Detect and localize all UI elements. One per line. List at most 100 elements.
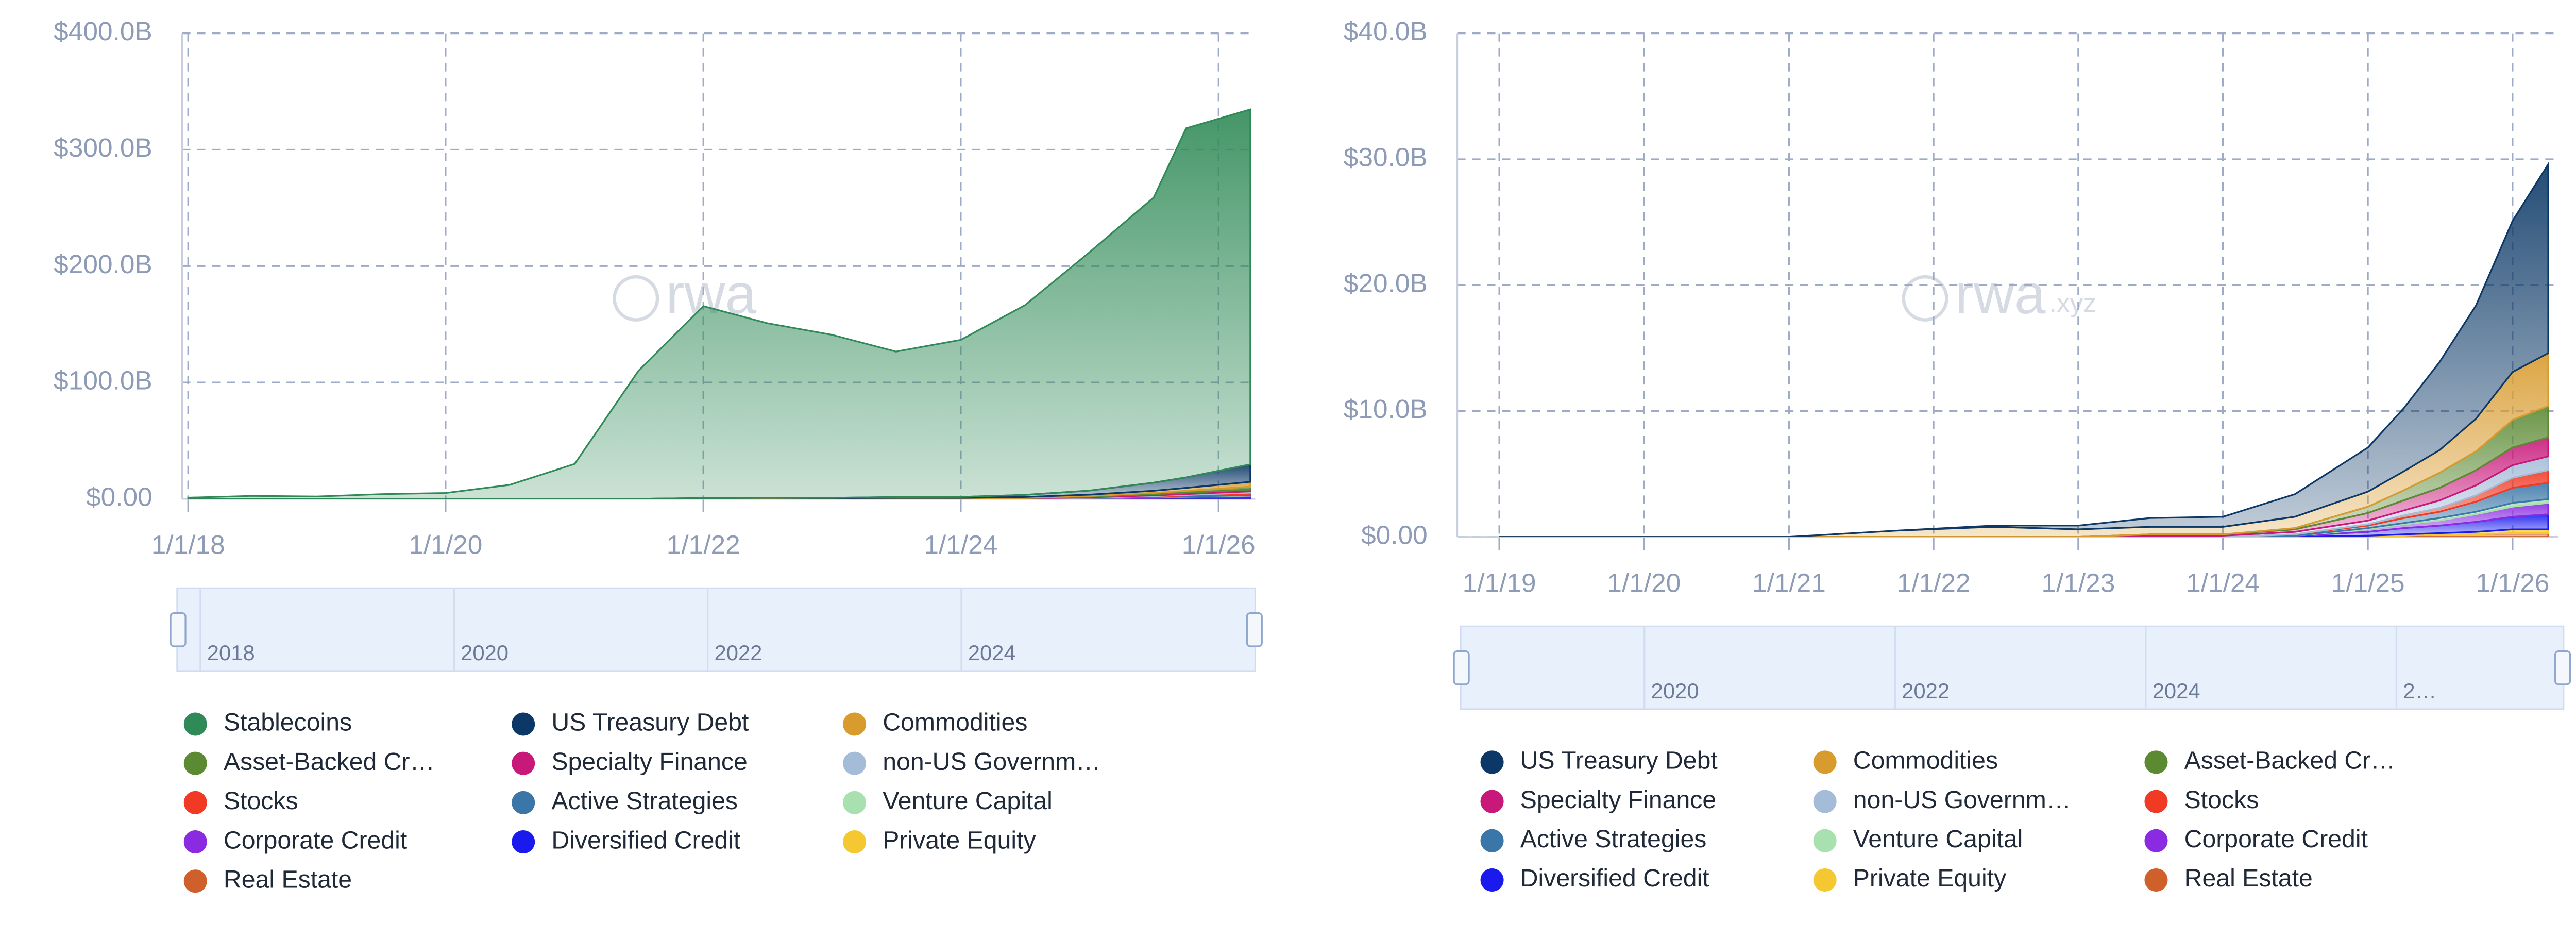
legend-label[interactable]: Stocks <box>2184 786 2259 814</box>
legend-label[interactable]: Specialty Finance <box>1520 786 1716 814</box>
navigator-label: 2020 <box>1651 679 1699 703</box>
x-tick-label: 1/1/26 <box>1182 530 1256 560</box>
legend-label[interactable]: Real Estate <box>2184 864 2313 892</box>
x-tick-label: 1/1/20 <box>409 530 482 560</box>
legend-marker[interactable] <box>512 751 535 775</box>
area <box>1499 161 2549 537</box>
legend-label[interactable]: Active Strategies <box>551 787 738 815</box>
legend-marker[interactable] <box>512 791 535 814</box>
legend-label[interactable]: Corporate Credit <box>224 826 408 854</box>
legend-label[interactable]: non-US Governm… <box>1853 786 2071 814</box>
legend-marker[interactable] <box>1813 829 1837 852</box>
area <box>188 489 1251 499</box>
legend-marker[interactable] <box>1480 868 1504 892</box>
watermark-suffix: .xyz <box>2049 288 2096 317</box>
legend-label[interactable]: Private Equity <box>883 826 1036 854</box>
legend-label[interactable]: Asset-Backed Cr… <box>2184 747 2396 775</box>
navigator-label: 2020 <box>461 641 509 665</box>
area <box>188 485 1251 499</box>
legend-marker[interactable] <box>1813 750 1837 774</box>
watermark-icon <box>1902 275 1948 322</box>
legend-marker[interactable] <box>1480 750 1504 774</box>
y-tick-label: $40.0B <box>1344 16 1428 46</box>
area <box>1499 528 2549 537</box>
x-tick-label: 1/1/18 <box>151 530 225 560</box>
x-tick-label: 1/1/19 <box>1463 568 1536 598</box>
plot-area <box>187 108 1251 499</box>
legend-marker[interactable] <box>183 712 207 736</box>
y-tick-label: $20.0B <box>1344 268 1428 298</box>
y-tick-label: $200.0B <box>54 249 152 279</box>
legend-marker[interactable] <box>183 791 207 814</box>
legend-marker[interactable] <box>512 830 535 854</box>
legend-marker[interactable] <box>183 751 207 775</box>
watermark: rwa <box>1955 263 2045 326</box>
x-tick-label: 1/1/23 <box>2041 568 2115 598</box>
navigator-label: 2024 <box>968 641 1016 665</box>
x-tick-label: 1/1/21 <box>1752 568 1826 598</box>
navigator <box>176 587 1257 672</box>
legend-marker[interactable] <box>1813 868 1837 892</box>
legend-label[interactable]: Venture Capital <box>1853 825 2023 853</box>
legend-label[interactable]: Stocks <box>224 787 298 815</box>
navigator-handle[interactable] <box>2554 650 2571 685</box>
area <box>1499 436 2549 537</box>
legend-marker[interactable] <box>2144 790 2168 813</box>
area <box>187 108 1251 499</box>
legend-label[interactable]: Active Strategies <box>1520 825 1707 853</box>
area <box>188 481 1251 499</box>
legend-marker[interactable] <box>2144 750 2168 774</box>
legend-label[interactable]: Corporate Credit <box>2184 825 2368 853</box>
y-tick-label: $100.0B <box>54 365 152 395</box>
legend-label[interactable]: Commodities <box>883 709 1027 736</box>
legend-marker[interactable] <box>1813 790 1837 813</box>
legend-label[interactable]: Private Equity <box>1853 864 2006 892</box>
legend-marker[interactable] <box>183 869 207 893</box>
area <box>1499 498 2549 537</box>
legend-marker[interactable] <box>2144 829 2168 852</box>
legend-label[interactable]: Venture Capital <box>883 787 1053 815</box>
legend-marker[interactable] <box>843 791 867 814</box>
navigator-label: 2024 <box>2153 679 2200 703</box>
legend-label[interactable]: non-US Governm… <box>883 748 1100 776</box>
x-tick-label: 1/1/24 <box>924 530 997 560</box>
navigator-handle[interactable] <box>1453 650 1470 685</box>
x-tick-label: 1/1/25 <box>2331 568 2405 598</box>
area <box>188 463 1251 499</box>
x-tick-label: 1/1/22 <box>667 530 740 560</box>
legend-label[interactable]: Specialty Finance <box>551 748 747 776</box>
watermark-icon <box>613 275 659 322</box>
navigator-label: 2018 <box>207 641 255 665</box>
legend-label[interactable]: US Treasury Debt <box>551 709 749 736</box>
legend-label[interactable]: Asset-Backed Cr… <box>224 748 435 776</box>
legend-marker[interactable] <box>1480 790 1504 813</box>
chart-panel: rwa$0.00$100.0B$200.0B$300.0B$400.0B1/1/… <box>54 16 1263 893</box>
legend-label[interactable]: Diversified Credit <box>551 826 741 854</box>
legend-marker[interactable] <box>1480 829 1504 852</box>
y-tick-label: $10.0B <box>1344 394 1428 424</box>
navigator-label: 2… <box>2403 679 2436 703</box>
legend-marker[interactable] <box>843 830 867 854</box>
navigator-label: 2022 <box>1902 679 1950 703</box>
area <box>1499 502 2549 537</box>
y-tick-label: $0.00 <box>1361 520 1428 549</box>
legend-label[interactable]: Real Estate <box>224 865 352 893</box>
plot-area <box>1499 161 2549 537</box>
navigator-handle[interactable] <box>1246 612 1263 647</box>
legend-label[interactable]: US Treasury Debt <box>1520 747 1718 775</box>
legend-marker[interactable] <box>512 712 535 736</box>
x-tick-label: 1/1/22 <box>1897 568 1971 598</box>
navigator <box>1460 625 2565 710</box>
area <box>1499 481 2549 537</box>
x-tick-label: 1/1/20 <box>1607 568 1681 598</box>
navigator-handle[interactable] <box>170 612 187 647</box>
x-tick-label: 1/1/24 <box>2186 568 2260 598</box>
legend-marker[interactable] <box>2144 868 2168 892</box>
legend-label[interactable]: Diversified Credit <box>1520 864 1710 892</box>
legend-label[interactable]: Stablecoins <box>224 709 352 736</box>
legend-label[interactable]: Commodities <box>1853 747 1998 775</box>
legend-marker[interactable] <box>843 712 867 736</box>
legend-marker[interactable] <box>183 830 207 854</box>
legend-marker[interactable] <box>843 751 867 775</box>
